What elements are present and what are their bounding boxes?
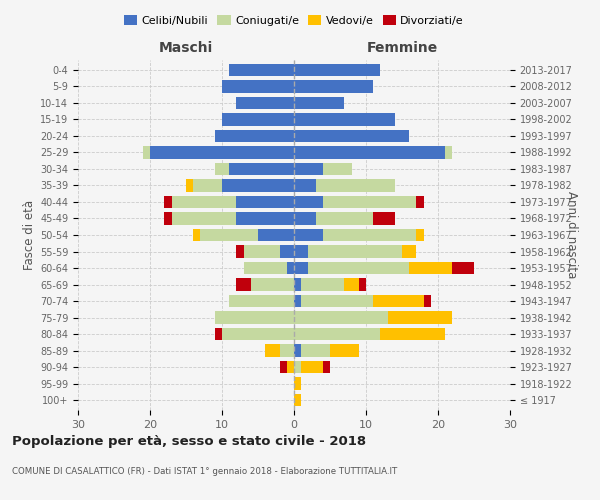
Bar <box>150 146 294 158</box>
Bar <box>294 295 301 307</box>
Bar <box>330 344 359 357</box>
Bar <box>402 246 416 258</box>
Bar <box>424 295 431 307</box>
Bar <box>323 361 330 374</box>
Bar <box>200 229 258 241</box>
Bar <box>193 180 222 192</box>
Bar <box>323 229 416 241</box>
Bar <box>294 96 344 109</box>
Bar <box>222 180 294 192</box>
Bar <box>236 212 294 224</box>
Bar <box>164 196 172 208</box>
Bar <box>164 212 172 224</box>
Bar <box>193 229 200 241</box>
Bar <box>301 278 344 290</box>
Bar <box>280 246 294 258</box>
Bar <box>258 229 294 241</box>
Bar <box>229 64 294 76</box>
Bar <box>244 262 287 274</box>
Bar <box>359 278 366 290</box>
Bar <box>416 229 424 241</box>
Bar <box>323 196 416 208</box>
Bar <box>294 212 316 224</box>
Bar <box>294 328 380 340</box>
Legend: Celibi/Nubili, Coniugati/e, Vedovi/e, Divorziati/e: Celibi/Nubili, Coniugati/e, Vedovi/e, Di… <box>122 13 466 28</box>
Bar <box>215 163 229 175</box>
Bar <box>388 312 452 324</box>
Bar <box>316 212 373 224</box>
Bar <box>301 344 330 357</box>
Bar <box>215 312 294 324</box>
Bar <box>222 113 294 126</box>
Bar <box>294 180 316 192</box>
Bar <box>294 394 301 406</box>
Bar <box>236 196 294 208</box>
Bar <box>323 163 352 175</box>
Bar <box>294 146 445 158</box>
Y-axis label: Anni di nascita: Anni di nascita <box>565 192 578 278</box>
Bar <box>236 278 251 290</box>
Bar <box>222 80 294 92</box>
Bar <box>294 262 308 274</box>
Bar <box>294 278 301 290</box>
Bar <box>294 361 301 374</box>
Bar <box>236 96 294 109</box>
Bar <box>301 295 373 307</box>
Text: Popolazione per età, sesso e stato civile - 2018: Popolazione per età, sesso e stato civil… <box>12 435 366 448</box>
Bar <box>143 146 150 158</box>
Bar <box>445 146 452 158</box>
Bar <box>373 295 424 307</box>
Bar <box>294 196 323 208</box>
Bar <box>380 328 445 340</box>
Y-axis label: Fasce di età: Fasce di età <box>23 200 36 270</box>
Bar <box>280 344 294 357</box>
Bar <box>294 113 395 126</box>
Bar <box>294 130 409 142</box>
Bar <box>294 246 308 258</box>
Bar <box>222 328 294 340</box>
Bar <box>236 246 244 258</box>
Bar <box>294 312 388 324</box>
Bar <box>287 262 294 274</box>
Bar <box>215 328 222 340</box>
Bar <box>373 212 395 224</box>
Bar <box>172 196 236 208</box>
Bar <box>308 262 409 274</box>
Bar <box>294 80 373 92</box>
Bar <box>280 361 287 374</box>
Bar <box>294 344 301 357</box>
Bar <box>265 344 280 357</box>
Bar <box>344 278 359 290</box>
Bar <box>229 163 294 175</box>
Bar <box>294 163 323 175</box>
Bar <box>251 278 294 290</box>
Bar <box>294 64 380 76</box>
Bar <box>409 262 452 274</box>
Text: COMUNE DI CASALATTICO (FR) - Dati ISTAT 1° gennaio 2018 - Elaborazione TUTTITALI: COMUNE DI CASALATTICO (FR) - Dati ISTAT … <box>12 468 397 476</box>
Text: Femmine: Femmine <box>367 41 437 55</box>
Bar <box>186 180 193 192</box>
Bar <box>301 361 323 374</box>
Bar <box>294 378 301 390</box>
Bar <box>244 246 280 258</box>
Bar <box>229 295 294 307</box>
Bar <box>287 361 294 374</box>
Bar <box>172 212 236 224</box>
Bar <box>316 180 395 192</box>
Text: Maschi: Maschi <box>159 41 213 55</box>
Bar <box>294 229 323 241</box>
Bar <box>215 130 294 142</box>
Bar <box>308 246 402 258</box>
Bar <box>452 262 474 274</box>
Bar <box>416 196 424 208</box>
